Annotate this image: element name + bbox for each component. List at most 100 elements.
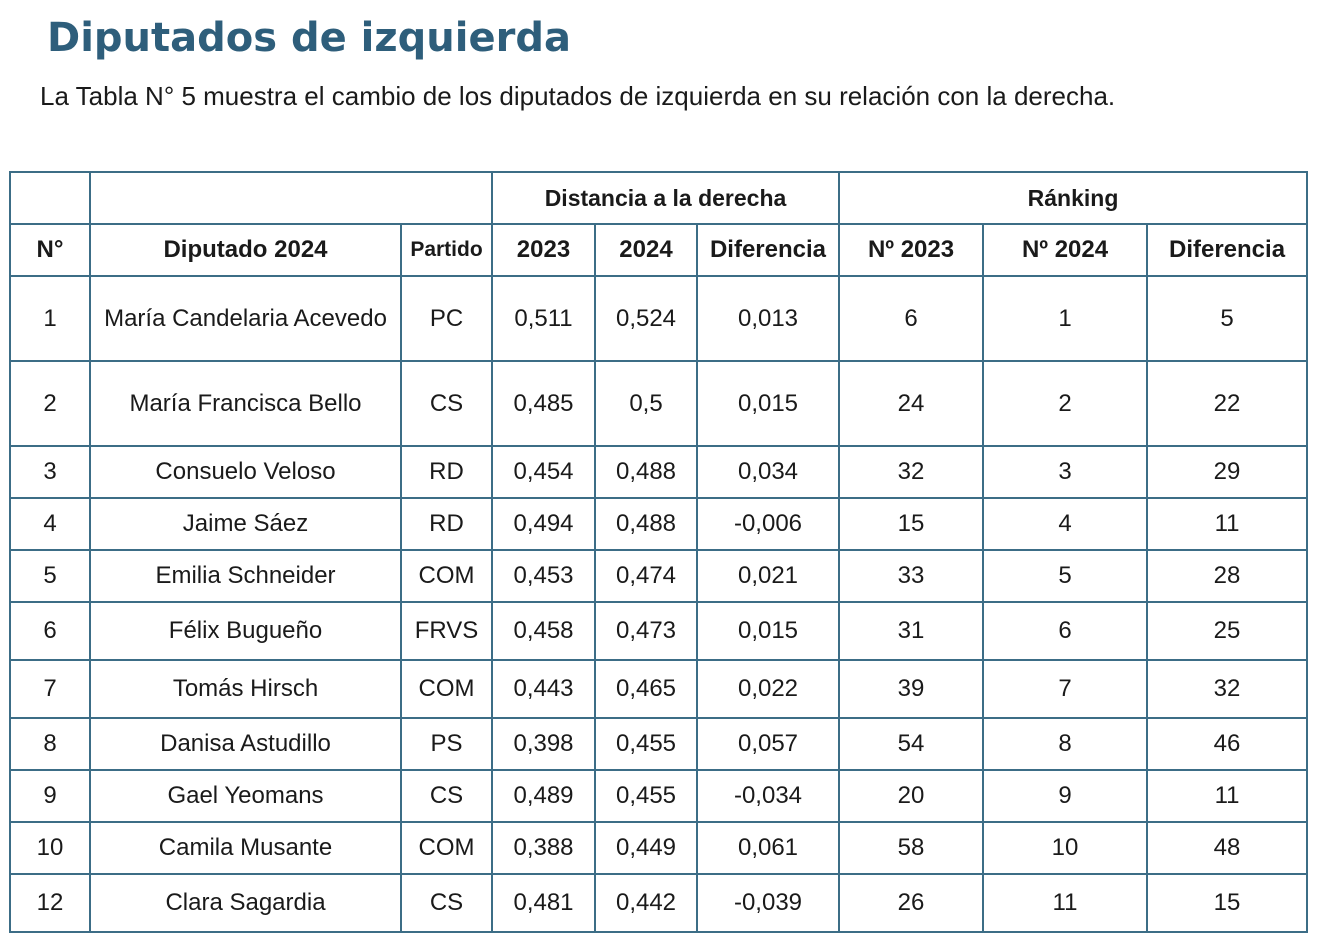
cell-rank-diff: 28 (1146, 549, 1309, 603)
cell-party: CS (400, 769, 493, 823)
table-row: 6 Félix Bugueño FRVS 0,458 0,473 0,015 3… (9, 601, 1309, 661)
cell-rank-diff: 32 (1146, 659, 1309, 719)
intro-text: La Tabla N° 5 muestra el cambio de los d… (40, 81, 1116, 111)
cell-distance-diff: 0,034 (695, 445, 841, 499)
cell-num: 4 (9, 497, 91, 551)
col-header-distance-diff: Diferencia (695, 223, 841, 277)
cell-num: 7 (9, 659, 91, 719)
group-header-distance: Distancia a la derecha (490, 171, 841, 225)
table-row: 1 María Candelaria Acevedo PC 0,511 0,52… (9, 275, 1309, 362)
cell-rank-diff: 11 (1146, 497, 1309, 551)
cell-num: 3 (9, 445, 91, 499)
cell-rank-diff: 29 (1146, 445, 1309, 499)
cell-distance-2023: 0,398 (491, 717, 596, 771)
table-row: 7 Tomás Hirsch COM 0,443 0,465 0,022 39 … (9, 659, 1309, 719)
cell-party: RD (400, 445, 493, 499)
cell-rank-2023: 26 (838, 873, 985, 933)
cell-distance-2023: 0,453 (491, 549, 596, 603)
cell-distance-2023: 0,443 (491, 659, 596, 719)
col-header-num: N° (9, 223, 91, 277)
cell-distance-diff: 0,015 (695, 601, 841, 661)
cell-rank-2023: 32 (838, 445, 985, 499)
cell-distance-2023: 0,489 (491, 769, 596, 823)
cell-rank-diff: 5 (1146, 275, 1309, 362)
cell-deputy: Camila Musante (89, 821, 402, 875)
col-header-rank-2023: Nº 2023 (838, 223, 985, 277)
col-header-distance-2024: 2024 (594, 223, 698, 277)
cell-distance-diff: 0,015 (695, 360, 841, 447)
cell-rank-2024: 7 (982, 659, 1149, 719)
col-header-deputy: Diputado 2024 (89, 223, 402, 277)
cell-distance-2023: 0,494 (491, 497, 596, 551)
cell-deputy: Consuelo Veloso (89, 445, 402, 499)
cell-num: 1 (9, 275, 91, 362)
cell-distance-diff: 0,061 (695, 821, 841, 875)
group-header-empty-deputy (89, 171, 493, 225)
cell-party: FRVS (400, 601, 493, 661)
cell-distance-diff: 0,013 (695, 275, 841, 362)
cell-deputy: Tomás Hirsch (89, 659, 402, 719)
cell-distance-2023: 0,511 (491, 275, 596, 362)
cell-rank-diff: 48 (1146, 821, 1309, 875)
cell-rank-diff: 11 (1146, 769, 1309, 823)
group-header-row: Distancia a la derecha Ránking (9, 171, 1309, 225)
cell-num: 2 (9, 360, 91, 447)
cell-num: 5 (9, 549, 91, 603)
cell-deputy: María Candelaria Acevedo (89, 275, 402, 362)
cell-rank-2023: 24 (838, 360, 985, 447)
cell-rank-2023: 54 (838, 717, 985, 771)
cell-distance-2024: 0,455 (594, 717, 698, 771)
table-row: 12 Clara Sagardia CS 0,481 0,442 -0,039 … (9, 873, 1309, 933)
cell-distance-2024: 0,524 (594, 275, 698, 362)
cell-rank-2023: 39 (838, 659, 985, 719)
cell-rank-diff: 22 (1146, 360, 1309, 447)
cell-distance-2023: 0,481 (491, 873, 596, 933)
cell-deputy: Gael Yeomans (89, 769, 402, 823)
cell-rank-2024: 2 (982, 360, 1149, 447)
cell-num: 9 (9, 769, 91, 823)
col-header-rank-diff: Diferencia (1146, 223, 1309, 277)
cell-party: CS (400, 873, 493, 933)
cell-party: COM (400, 549, 493, 603)
cell-deputy: Emilia Schneider (89, 549, 402, 603)
cell-rank-2024: 9 (982, 769, 1149, 823)
cell-num: 10 (9, 821, 91, 875)
cell-rank-2024: 1 (982, 275, 1149, 362)
cell-rank-2023: 58 (838, 821, 985, 875)
cell-deputy: Danisa Astudillo (89, 717, 402, 771)
cell-distance-2024: 0,473 (594, 601, 698, 661)
cell-distance-2024: 0,465 (594, 659, 698, 719)
page-title: Diputados de izquierda (47, 15, 571, 61)
col-header-distance-2023: 2023 (491, 223, 596, 277)
cell-rank-2023: 33 (838, 549, 985, 603)
cell-rank-2024: 4 (982, 497, 1149, 551)
table-row: 9 Gael Yeomans CS 0,489 0,455 -0,034 20 … (9, 769, 1309, 823)
cell-distance-2024: 0,488 (594, 445, 698, 499)
cell-num: 12 (9, 873, 91, 933)
cell-rank-2024: 10 (982, 821, 1149, 875)
table-row: 8 Danisa Astudillo PS 0,398 0,455 0,057 … (9, 717, 1309, 771)
table-row: 10 Camila Musante COM 0,388 0,449 0,061 … (9, 821, 1309, 875)
cell-rank-diff: 25 (1146, 601, 1309, 661)
cell-distance-diff: 0,021 (695, 549, 841, 603)
cell-distance-diff: -0,006 (695, 497, 841, 551)
column-header-row: N° Diputado 2024 Partido 2023 2024 Difer… (9, 223, 1309, 277)
cell-distance-2024: 0,5 (594, 360, 698, 447)
cell-distance-2024: 0,474 (594, 549, 698, 603)
cell-party: COM (400, 821, 493, 875)
cell-distance-2024: 0,449 (594, 821, 698, 875)
cell-party: COM (400, 659, 493, 719)
cell-distance-diff: 0,022 (695, 659, 841, 719)
cell-distance-2024: 0,442 (594, 873, 698, 933)
cell-party: PS (400, 717, 493, 771)
group-header-ranking: Ránking (838, 171, 1309, 225)
cell-num: 8 (9, 717, 91, 771)
cell-rank-diff: 46 (1146, 717, 1309, 771)
cell-distance-2023: 0,485 (491, 360, 596, 447)
table-row: 2 María Francisca Bello CS 0,485 0,5 0,0… (9, 360, 1309, 447)
table-row: 3 Consuelo Veloso RD 0,454 0,488 0,034 3… (9, 445, 1309, 499)
cell-deputy: María Francisca Bello (89, 360, 402, 447)
cell-distance-2023: 0,454 (491, 445, 596, 499)
cell-distance-2023: 0,458 (491, 601, 596, 661)
cell-party: CS (400, 360, 493, 447)
